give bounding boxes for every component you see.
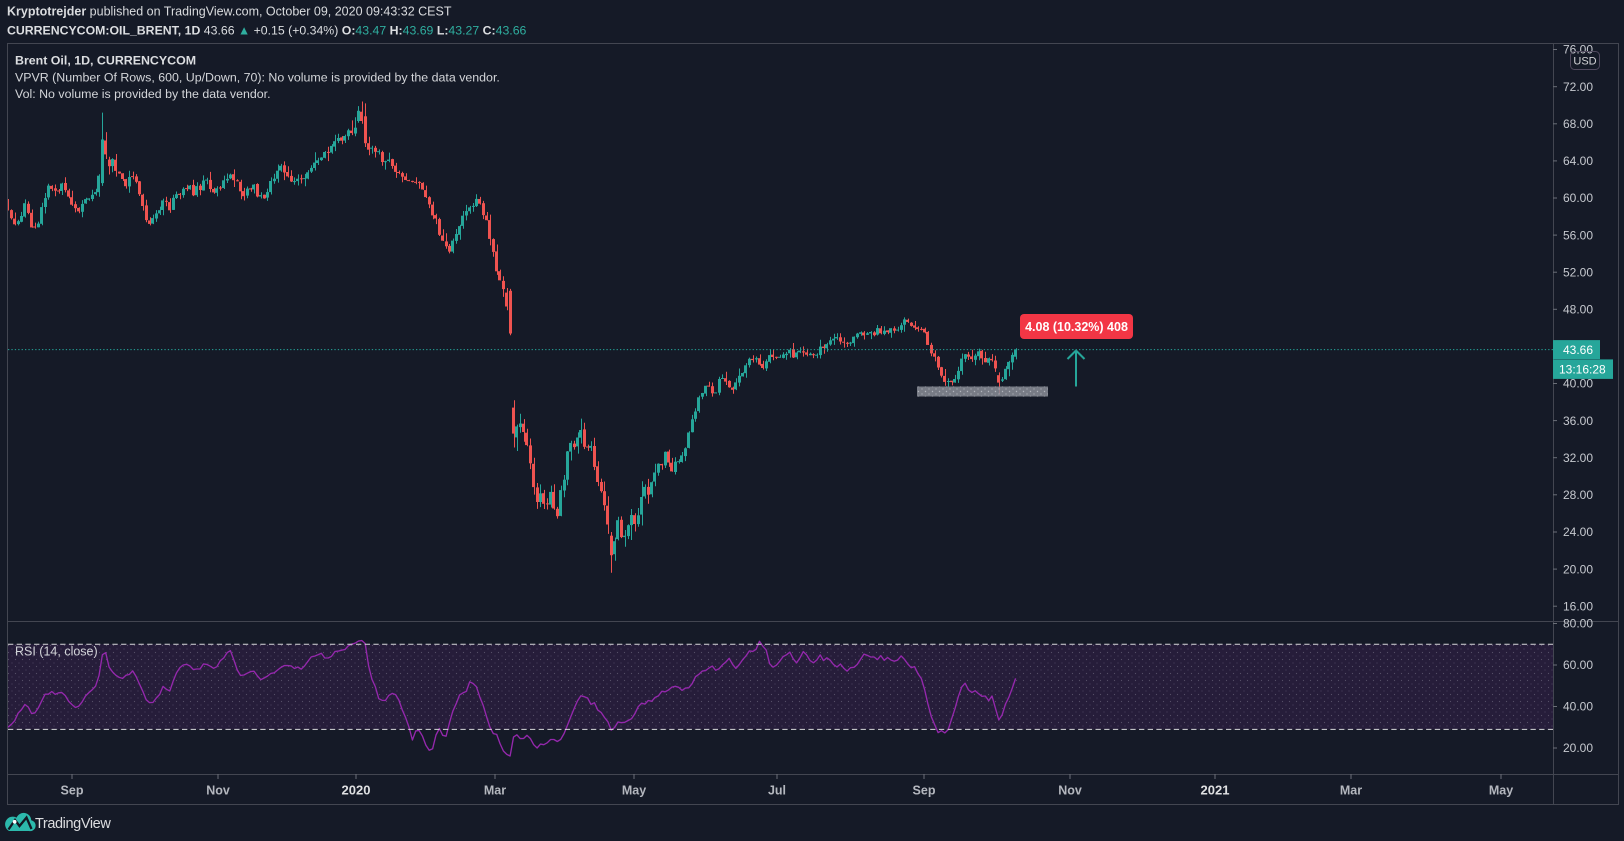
svg-text:60.00: 60.00 <box>1563 191 1593 205</box>
svg-text:80.00: 80.00 <box>1563 617 1593 631</box>
svg-text:48.00: 48.00 <box>1563 303 1593 317</box>
svg-text:36.00: 36.00 <box>1563 414 1593 428</box>
svg-text:64.00: 64.00 <box>1563 154 1593 168</box>
svg-text:Mar: Mar <box>1340 784 1362 798</box>
svg-text:40.00: 40.00 <box>1563 700 1593 714</box>
svg-text:2020: 2020 <box>342 783 371 798</box>
svg-text:20.00: 20.00 <box>1563 562 1593 576</box>
svg-text:4.08 (10.32%) 408: 4.08 (10.32%) 408 <box>1025 320 1128 334</box>
svg-text:May: May <box>1489 784 1513 798</box>
svg-text:Jul: Jul <box>768 784 786 798</box>
svg-text:RSI (14, close): RSI (14, close) <box>15 645 98 659</box>
svg-text:43.66: 43.66 <box>1563 343 1593 357</box>
svg-text:20.00: 20.00 <box>1563 741 1593 755</box>
svg-text:2021: 2021 <box>1201 783 1230 798</box>
svg-text:28.00: 28.00 <box>1563 488 1593 502</box>
svg-text:24.00: 24.00 <box>1563 525 1593 539</box>
svg-text:USD: USD <box>1573 56 1596 68</box>
svg-text:May: May <box>622 784 646 798</box>
svg-text:Vol: No volume is provided by: Vol: No volume is provided by the data v… <box>15 87 271 101</box>
svg-text:16.00: 16.00 <box>1563 599 1593 613</box>
svg-text:Sep: Sep <box>913 784 936 798</box>
svg-text:CURRENCYCOM:OIL_BRENT, 1D 43.: CURRENCYCOM:OIL_BRENT, 1D 43.66 ▲ +0.15 … <box>7 24 527 38</box>
svg-text:Mar: Mar <box>484 784 506 798</box>
svg-text:Sep: Sep <box>61 784 84 798</box>
svg-text:VPVR (Number Of Rows, 600, Up/: VPVR (Number Of Rows, 600, Up/Down, 70):… <box>15 71 500 85</box>
svg-text:76.00: 76.00 <box>1563 43 1593 57</box>
svg-text:Brent Oil, 1D, CURRENCYCOM: Brent Oil, 1D, CURRENCYCOM <box>15 54 196 68</box>
svg-text:56.00: 56.00 <box>1563 228 1593 242</box>
svg-text:TradingView: TradingView <box>35 816 111 832</box>
svg-text:13:16:28: 13:16:28 <box>1559 363 1606 377</box>
svg-text:Nov: Nov <box>206 784 230 798</box>
svg-text:52.00: 52.00 <box>1563 265 1593 279</box>
svg-text:40.00: 40.00 <box>1563 377 1593 391</box>
svg-text:32.00: 32.00 <box>1563 451 1593 465</box>
svg-text:60.00: 60.00 <box>1563 658 1593 672</box>
svg-text:68.00: 68.00 <box>1563 117 1593 131</box>
svg-text:Nov: Nov <box>1058 784 1082 798</box>
svg-text:Kryptotrejder published on Tra: Kryptotrejder published on TradingView.c… <box>7 5 452 19</box>
svg-text:72.00: 72.00 <box>1563 80 1593 94</box>
